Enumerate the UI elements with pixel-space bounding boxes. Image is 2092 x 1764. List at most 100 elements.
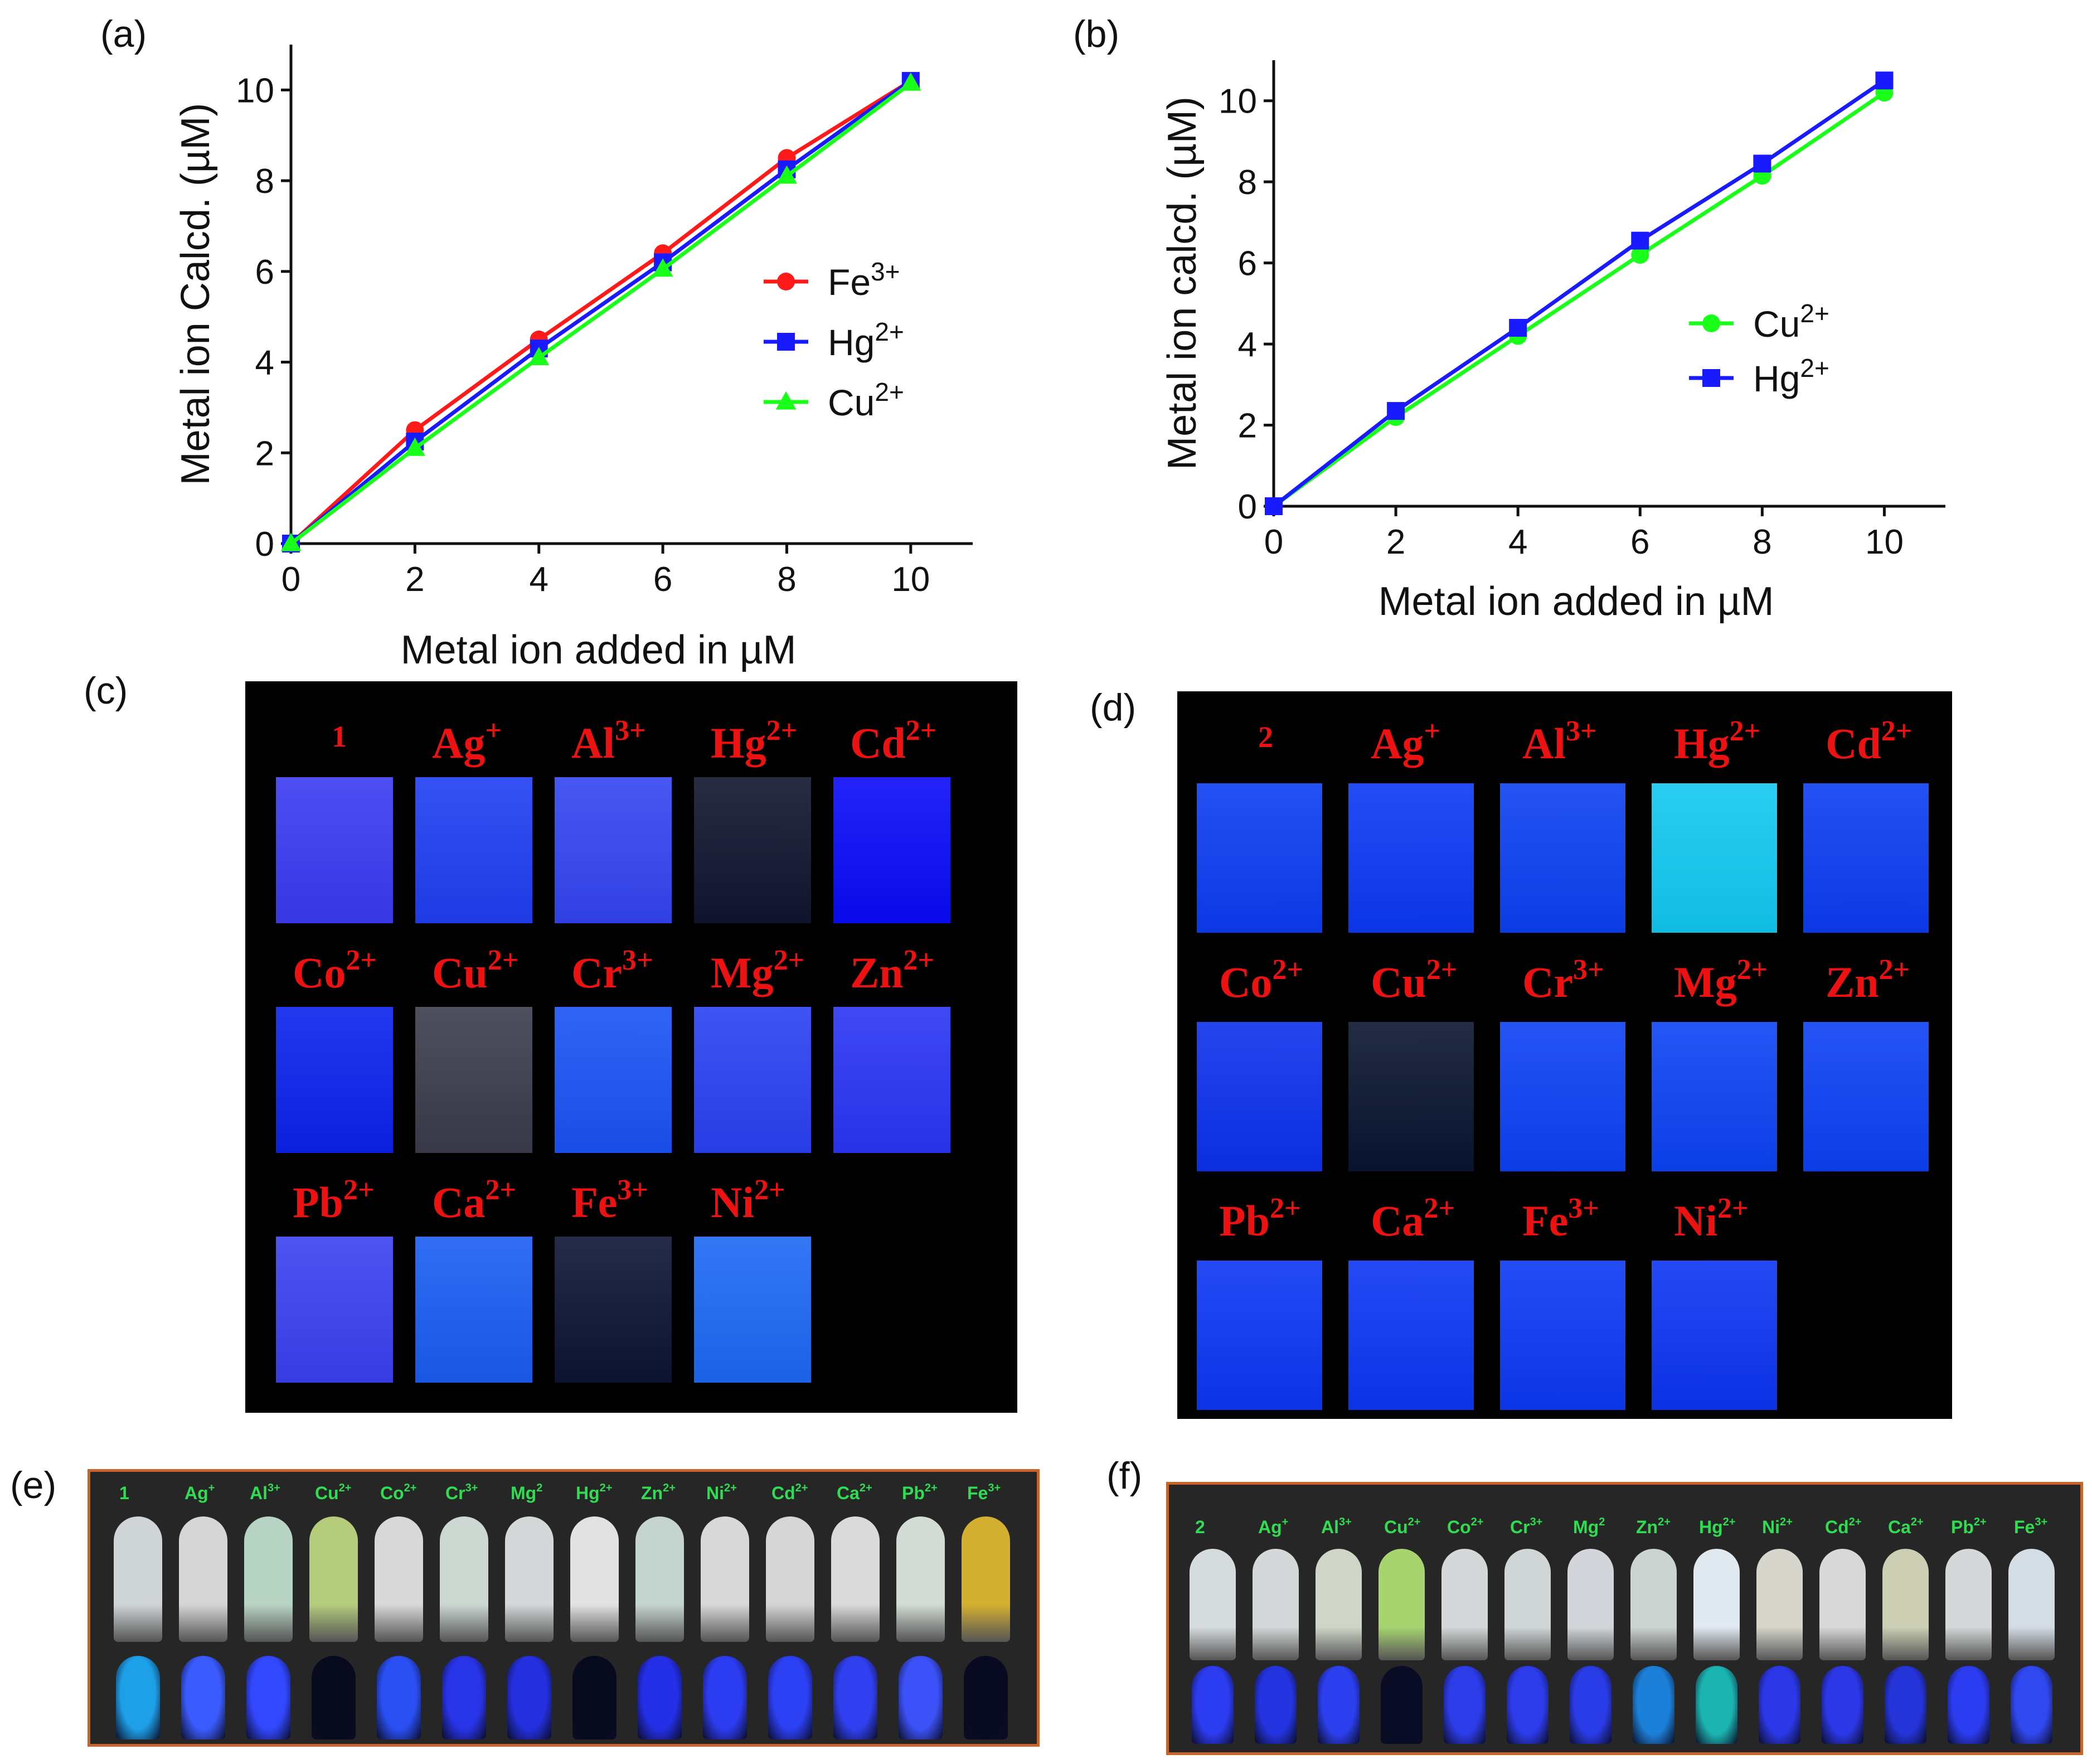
vial-ion: Al: [250, 1483, 268, 1503]
vial-ion: Ni: [706, 1483, 724, 1503]
uv-vial: [638, 1656, 682, 1739]
vial-label: Ca2+: [837, 1482, 872, 1502]
uv-vial: [1192, 1666, 1234, 1744]
ion-charge: 3+: [617, 1174, 648, 1206]
ion-label: 1: [332, 721, 347, 752]
chart-a-x-tick-label: 0: [281, 560, 300, 599]
fluorescence-tile: [1348, 1261, 1474, 1410]
vial-label: Mg2: [1573, 1516, 1605, 1536]
ion-label: Mg2+: [1674, 956, 1768, 1004]
daylight-vial: [1819, 1549, 1866, 1660]
ion-charge: +: [1424, 715, 1440, 747]
chart-a-series-line-hg: [289, 79, 912, 545]
vial-charge: +: [1282, 1516, 1289, 1528]
uv-vial: [899, 1656, 943, 1739]
vial-charge: 3+: [1530, 1516, 1543, 1528]
vial-charge: 2+: [663, 1482, 676, 1494]
vial-charge: 2+: [1848, 1516, 1862, 1528]
ion-symbol: Cu: [1371, 958, 1426, 1006]
panel-label-e: (e): [10, 1464, 57, 1506]
ion-charge: 2+: [903, 944, 935, 976]
daylight-vial: [179, 1516, 227, 1642]
vial-charge: 2+: [724, 1482, 737, 1494]
vial-charge: 2+: [1910, 1516, 1924, 1528]
fluorescence-tile: [415, 777, 532, 923]
uv-vial: [1318, 1666, 1360, 1744]
vial-label: Fe3+: [2014, 1516, 2048, 1537]
chart-a-point-cu: [652, 258, 673, 277]
chart-b-y-tick-label: 0: [1238, 488, 1257, 526]
panel-label-d: (d): [1090, 686, 1137, 729]
vial-label: Hg2+: [1699, 1516, 1735, 1536]
vial-label: Ag+: [185, 1482, 215, 1502]
vial-charge: 3+: [2035, 1516, 2048, 1528]
vial-ion: Ni: [1762, 1517, 1780, 1537]
ion-charge: 2+: [487, 944, 519, 976]
chart-a-y-axis-label: Metal ion Calcd. (µM): [173, 103, 218, 486]
vial-label: Pb2+: [1951, 1516, 1987, 1537]
ion-label: Cd2+: [850, 716, 936, 765]
vial-charge: 2+: [404, 1482, 417, 1494]
vial-charge: 3+: [465, 1482, 478, 1494]
vial-label: Al3+: [250, 1482, 280, 1503]
ion-symbol: Ag: [1371, 719, 1424, 768]
daylight-vial: [1693, 1549, 1740, 1660]
fluorescence-tile: [1652, 1022, 1777, 1171]
vial-charge: 2+: [1658, 1516, 1671, 1528]
daylight-vial: [440, 1516, 488, 1642]
chart-a-x-tick-label: 4: [529, 560, 548, 599]
vial-label: Cu2+: [1384, 1516, 1420, 1536]
vial-charge: +: [208, 1482, 215, 1494]
fluorescence-tile: [1197, 1022, 1322, 1171]
vial-ion: Cd: [771, 1483, 795, 1503]
ion-label: Cd2+: [1826, 717, 1912, 765]
legend-ion: Fe: [828, 261, 871, 303]
fluorescence-tile: [415, 1007, 532, 1153]
chart-b-point-hg: [1753, 154, 1771, 173]
ion-label: Ca2+: [1371, 1194, 1455, 1243]
ion-label: Pb2+: [1219, 1194, 1301, 1243]
vial-ion: Fe: [2014, 1517, 2035, 1537]
ion-symbol: Al: [1522, 719, 1566, 768]
chart-a-legend-marker: [777, 273, 795, 290]
ion-symbol: 1: [332, 720, 347, 753]
uv-vial: [768, 1656, 812, 1739]
daylight-vial: [244, 1516, 293, 1642]
chart-a: 0 2 4 6 8 10 0 2 4 6 8 10 Metal ion added in µM Metal…: [173, 45, 973, 672]
daylight-vial: [2008, 1549, 2055, 1660]
chart-b-x-tick-label: 8: [1753, 523, 1771, 561]
ion-label: Cu2+: [432, 946, 518, 995]
uv-vial: [964, 1656, 1008, 1739]
vial-label: Co2+: [380, 1482, 417, 1502]
daylight-vial: [1316, 1549, 1362, 1660]
chart-b-x-tick-label: 10: [1865, 523, 1904, 561]
ion-label: Ag+: [432, 716, 502, 765]
chart-a-legend-marker: [777, 333, 795, 351]
fluorescence-tile: [1803, 783, 1929, 933]
panel-e-vials: 1 Ag+ Al3+ Cu2+ Co2+ Cr3+ Mg2 Hg2+ Zn2+ Ni2+ Cd2+ C…: [88, 1469, 1040, 1747]
ion-charge: +: [485, 715, 502, 747]
chart-a-point-cu: [528, 347, 550, 366]
uv-vial: [116, 1656, 160, 1739]
uv-vial: [572, 1656, 617, 1739]
vial-ion: Hg: [576, 1483, 600, 1503]
ion-symbol: Mg: [711, 948, 774, 997]
uv-vial: [507, 1656, 551, 1739]
daylight-vial: [1630, 1549, 1677, 1660]
vial-ion: Pb: [1951, 1517, 1974, 1537]
vial-label: Zn2+: [1636, 1516, 1671, 1536]
chart-a-legend-label: Fe3+: [828, 257, 900, 303]
ion-charge: 3+: [615, 715, 646, 747]
vial-ion: Zn: [641, 1483, 663, 1503]
fluorescence-tile: [276, 1237, 393, 1383]
daylight-vial: [766, 1516, 814, 1642]
ion-charge: 2+: [343, 1174, 375, 1206]
daylight-vial: [896, 1516, 945, 1642]
fluorescence-tile: [276, 777, 393, 923]
legend-ion: Cu: [1753, 303, 1800, 345]
vial-ion: Co: [1447, 1517, 1471, 1537]
vial-charge: 2+: [1470, 1516, 1484, 1528]
chart-a-legend-label: Cu2+: [828, 377, 904, 423]
ion-label: Al3+: [571, 716, 646, 765]
chart-a-series-line-cu: [289, 81, 912, 545]
